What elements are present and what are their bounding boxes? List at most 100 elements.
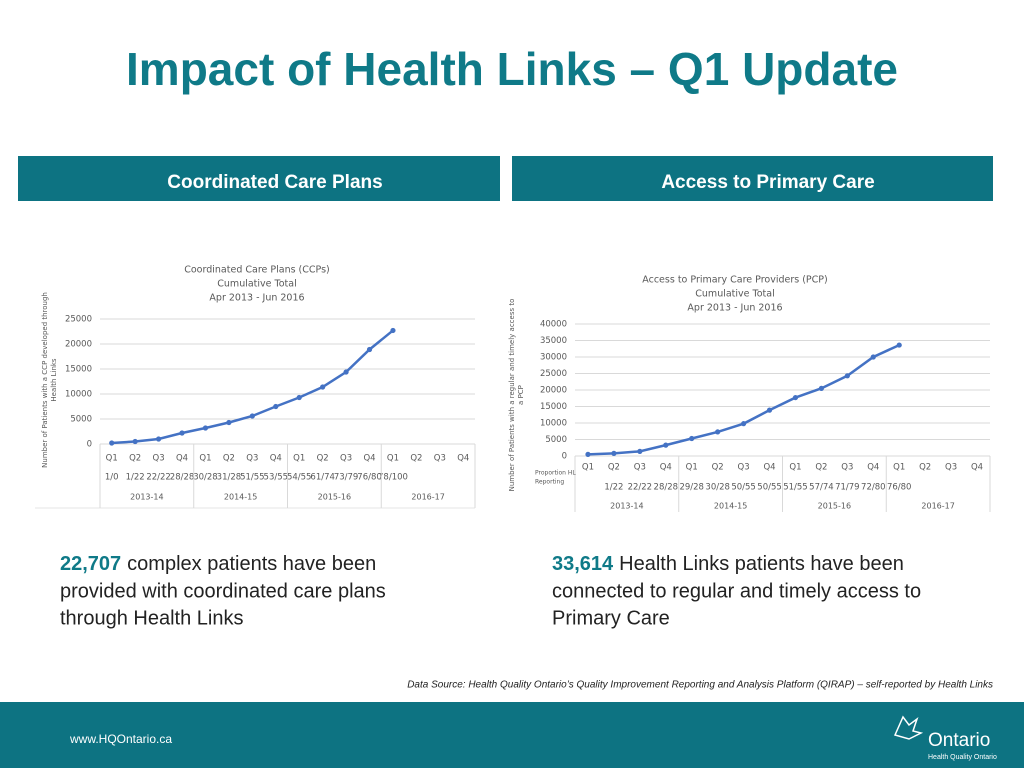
slide-title: Impact of Health Links – Q1 Update: [126, 43, 898, 95]
x-tick-label: Q4: [971, 463, 983, 473]
x-group-label: 2013-14: [610, 502, 643, 511]
data-point: [896, 342, 902, 348]
x-tick-label: Q3: [434, 454, 446, 464]
x-tick-label: Q1: [387, 454, 399, 464]
x-tick-label: Q4: [867, 463, 879, 473]
data-line: [587, 343, 900, 456]
x-tick-label: Q2: [608, 463, 620, 473]
x-sub-label: 73/79: [334, 473, 359, 483]
data-point: [766, 407, 773, 413]
data-point: [320, 384, 326, 390]
data-point: [818, 385, 825, 391]
x-sub-label: 76/80: [887, 483, 912, 493]
y-tick-label: 15000: [65, 365, 92, 375]
y-tick-label: 20000: [540, 386, 567, 396]
x-sub-label: 1/22: [126, 473, 145, 483]
caption-highlight: 22,707: [60, 553, 121, 575]
data-point: [663, 442, 669, 448]
x-sub-label: 1/22: [604, 483, 623, 493]
chart-title: Access to Primary Care Providers (PCP): [642, 275, 827, 286]
caption-line: 33,614 Health Links patients have been: [552, 553, 904, 575]
data-point: [343, 369, 349, 375]
logo-text: Ontario: [928, 730, 990, 751]
row-label: Proportion HL: [535, 470, 576, 477]
panel-title: Coordinated Care Plans: [167, 172, 382, 193]
y-tick-label: 0: [87, 440, 92, 450]
x-group-label: 2014-15: [224, 493, 257, 502]
data-point: [715, 429, 721, 435]
row-label: Reporting: [535, 479, 564, 486]
data-point: [366, 346, 373, 353]
x-sub-label: 71/79: [835, 483, 860, 493]
x-tick-label: Q4: [270, 454, 282, 464]
x-group-label: 2015-16: [818, 502, 851, 511]
data-point: [870, 354, 876, 360]
caption-highlight: 33,614: [552, 553, 614, 575]
x-sub-label: 30/28: [193, 473, 218, 483]
x-tick-label: Q3: [738, 463, 750, 473]
data-point: [740, 421, 747, 427]
y-tick-label: 25000: [540, 369, 567, 379]
data-point: [202, 425, 209, 431]
y-tick-label: 40000: [540, 320, 567, 330]
data-point: [792, 394, 799, 401]
data-point: [179, 430, 185, 436]
panel-header: [512, 156, 993, 201]
chart-title: Cumulative Total: [695, 289, 774, 300]
x-group-label: 2014-15: [714, 502, 747, 511]
x-sub-label: 54/55: [287, 473, 312, 483]
y-axis-label: Number of Patients with a CCP developed …: [41, 292, 49, 468]
x-sub-label: 51/55: [240, 473, 265, 483]
panel-header: [18, 156, 500, 201]
caption-text: Health Links patients have been: [619, 553, 904, 575]
x-tick-label: Q2: [815, 463, 827, 473]
x-tick-label: Q1: [106, 454, 118, 464]
x-tick-label: Q1: [199, 454, 211, 464]
y-tick-label: 0: [562, 452, 567, 462]
y-tick-label: 5000: [70, 415, 92, 425]
x-tick-label: Q1: [582, 463, 594, 473]
caption-line: Primary Care: [552, 607, 670, 629]
chart-title: Apr 2013 - Jun 2016: [209, 293, 304, 304]
x-tick-label: Q3: [841, 463, 853, 473]
x-tick-label: Q3: [945, 463, 957, 473]
chart-title: Apr 2013 - Jun 2016: [687, 303, 782, 314]
x-sub-label: 51/55: [783, 483, 808, 493]
chart-title: Coordinated Care Plans (CCPs): [184, 265, 330, 276]
x-sub-label: 50/55: [731, 483, 756, 493]
y-axis-label: a PCP: [517, 385, 525, 405]
data-point: [273, 403, 279, 410]
x-group-label: 2015-16: [318, 493, 351, 502]
x-tick-label: Q2: [410, 454, 422, 464]
data-point: [844, 373, 850, 379]
panel-title: Access to Primary Care: [661, 172, 874, 193]
caption-line: connected to regular and timely access t…: [552, 580, 921, 602]
x-tick-label: Q4: [457, 454, 469, 464]
data-line: [111, 329, 394, 445]
data-point: [109, 440, 115, 446]
caption-text: complex patients have been: [127, 553, 376, 575]
x-sub-label: 29/28: [679, 483, 704, 493]
logo-icon: [893, 715, 924, 740]
data-point: [390, 327, 396, 334]
y-tick-label: 10000: [540, 419, 567, 429]
x-tick-label: Q1: [789, 463, 801, 473]
x-tick-label: Q2: [712, 463, 724, 473]
x-tick-label: Q3: [634, 463, 646, 473]
data-point: [689, 435, 695, 442]
x-sub-label: 57/74: [809, 483, 834, 493]
x-group-label: 2016-17: [411, 493, 444, 502]
x-sub-label: 78/100: [378, 473, 408, 483]
data-point: [132, 438, 138, 445]
data-point: [226, 419, 232, 426]
x-tick-label: Q4: [763, 463, 775, 473]
x-sub-label: 61/74: [310, 473, 335, 483]
logo-subtext: Health Quality Ontario: [928, 754, 997, 761]
caption-line: 22,707 complex patients have been: [60, 553, 376, 575]
y-axis-label: Number of Patients with a regular and ti…: [508, 299, 516, 492]
y-tick-label: 35000: [540, 336, 567, 346]
x-group-label: 2013-14: [130, 493, 163, 502]
chart-title: Cumulative Total: [217, 279, 296, 290]
